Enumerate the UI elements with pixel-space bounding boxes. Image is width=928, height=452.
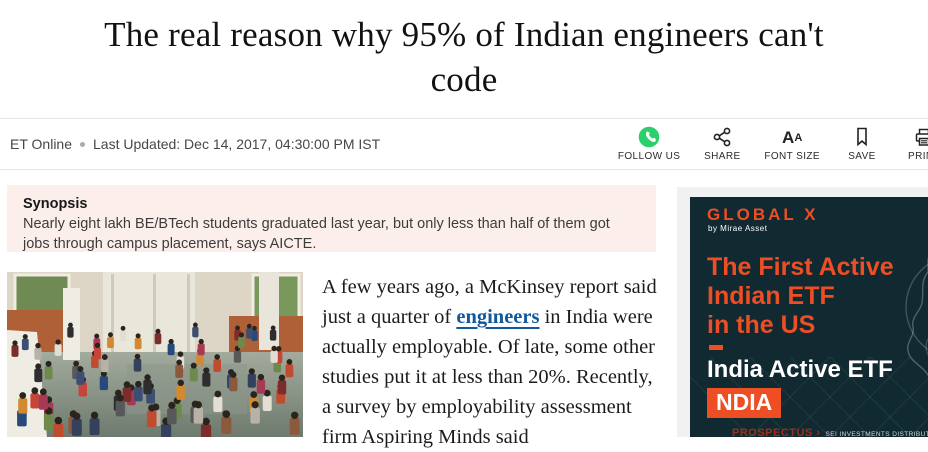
- prospectus-link[interactable]: PROSPECTUS ›: [732, 427, 821, 437]
- follow-us-label: FOLLOW US: [618, 151, 681, 162]
- ad-container: GLOBAL X by Mirae Asset The First Active…: [677, 187, 928, 437]
- whatsapp-icon: [638, 126, 660, 148]
- byline-separator-dot: [80, 142, 85, 147]
- article-photo: [7, 272, 303, 437]
- ad-bottom-row: PROSPECTUS › SEI INVESTMENTS DISTRIBUTIO…: [732, 427, 928, 437]
- byline: ET Online Last Updated: Dec 14, 2017, 04…: [10, 136, 380, 152]
- page-title-line1: The real reason why 95% of Indian engine…: [104, 15, 824, 54]
- byline-bar: ET Online Last Updated: Dec 14, 2017, 04…: [0, 118, 928, 170]
- print-label: PRINT: [908, 151, 928, 162]
- mirae-asset-byline: by Mirae Asset: [708, 224, 767, 233]
- page-title-line2: code: [431, 60, 498, 99]
- printer-icon: [913, 126, 928, 148]
- save-button[interactable]: SAVE: [842, 126, 882, 162]
- share-icon: [712, 126, 732, 148]
- globalx-etf-ad[interactable]: GLOBAL X by Mirae Asset The First Active…: [690, 197, 928, 437]
- share-label: SHARE: [704, 151, 740, 162]
- synopsis-text: Nearly eight lakh BE/BTech students grad…: [23, 214, 640, 254]
- ad-headline-line1: The First Active: [707, 253, 894, 282]
- byline-source: ET Online: [10, 136, 72, 152]
- ad-ticker-badge: NDIA: [707, 388, 781, 418]
- print-button[interactable]: PRINT: [904, 126, 928, 162]
- ad-fine-print: SEI INVESTMENTS DISTRIBUTION: [826, 431, 928, 437]
- ad-headline-line3: in the US: [707, 311, 894, 340]
- page-title: The real reason why 95% of Indian engine…: [0, 0, 928, 118]
- globalx-logo: GLOBAL X: [707, 205, 819, 225]
- synopsis-box: Synopsis Nearly eight lakh BE/BTech stud…: [7, 185, 656, 252]
- byline-updated: Last Updated: Dec 14, 2017, 04:30:00 PM …: [93, 136, 380, 152]
- ad-product-name: India Active ETF: [707, 356, 893, 384]
- save-label: SAVE: [848, 151, 876, 162]
- bookmark-icon: [853, 126, 871, 148]
- engineers-link[interactable]: engineers: [456, 306, 539, 328]
- follow-us-button[interactable]: FOLLOW US: [618, 126, 681, 162]
- share-button[interactable]: SHARE: [702, 126, 742, 162]
- font-size-label: FONT SIZE: [764, 151, 820, 162]
- ad-headline: The First Active Indian ETF in the US: [707, 253, 894, 340]
- synopsis-heading: Synopsis: [23, 194, 640, 214]
- ad-dash-accent: [709, 345, 723, 350]
- ad-headline-line2: Indian ETF: [707, 282, 894, 311]
- article-paragraph: A few years ago, a McKinsey report said …: [322, 266, 666, 452]
- article-page: { "header": { "title_line1": "The real r…: [0, 0, 928, 437]
